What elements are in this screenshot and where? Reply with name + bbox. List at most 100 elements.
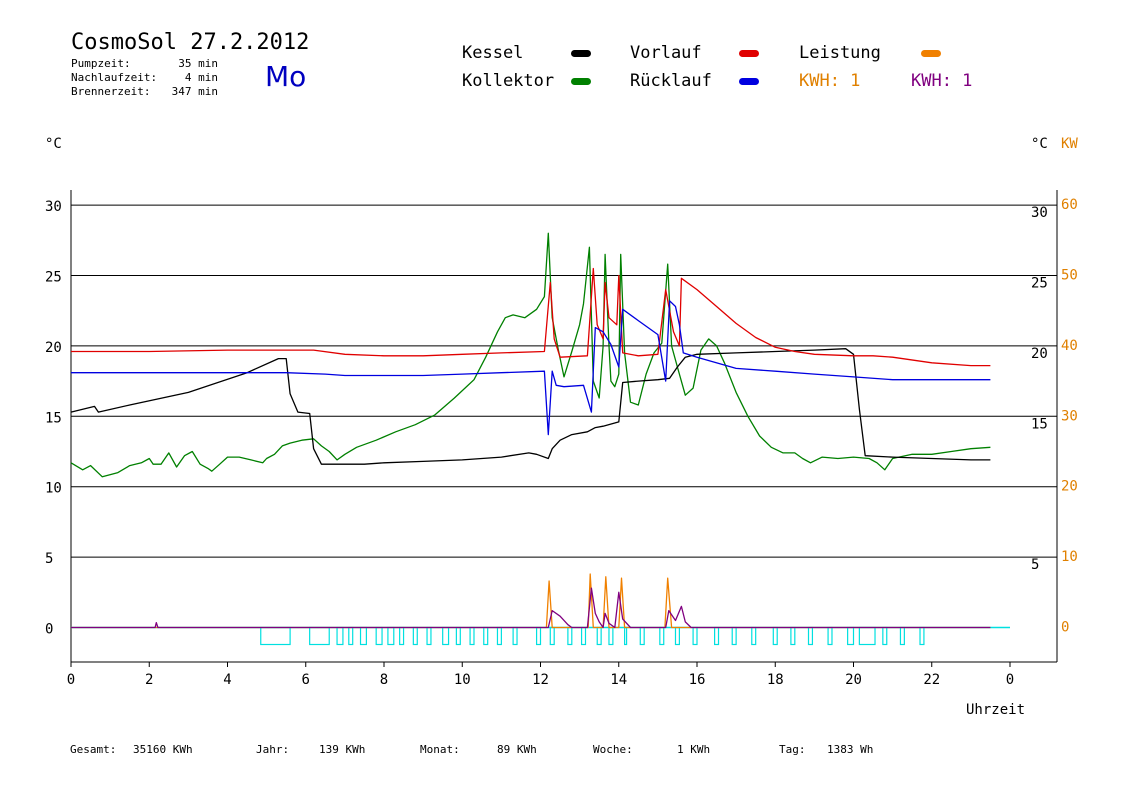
y-tick-label-left: 0 — [45, 622, 53, 638]
pump-block — [442, 626, 450, 646]
legend-swatch-vorlauf — [739, 50, 759, 57]
pump-block — [847, 626, 855, 646]
series-line-kessel — [70, 348, 991, 465]
pump-block — [580, 626, 587, 646]
footer-value: 139 KWh — [319, 743, 366, 756]
series-line-kollektor — [70, 232, 991, 478]
y-tick-label-left: 5 — [45, 551, 53, 567]
footer-value: 35160 KWh — [133, 743, 193, 756]
pump-block — [469, 626, 475, 646]
left-axis-unit: °C — [45, 136, 62, 152]
pump-block — [624, 626, 628, 646]
legend-swatch-kessel — [571, 50, 591, 57]
chart-title: CosmoSol 27.2.2012 — [71, 30, 310, 55]
pump-block — [714, 626, 720, 646]
y-tick-label-left: 10 — [45, 481, 62, 497]
stat-value: 347 min — [171, 85, 218, 98]
pump-block — [692, 626, 698, 646]
x-tick-label: 10 — [454, 672, 471, 688]
footer-label: Tag: — [779, 743, 806, 756]
legend-label-kollektor: Kollektor — [462, 71, 555, 91]
pump-block — [790, 626, 796, 646]
series-line-ruecklauf — [71, 300, 991, 436]
pump-block — [807, 626, 814, 646]
y-tick-label-right-celsius: 25 — [1031, 276, 1048, 292]
kwh-label-orange: KWH: 1 — [799, 71, 861, 91]
pump-block — [899, 626, 905, 646]
pump-block — [535, 626, 542, 646]
legend-swatch-ruecklauf — [739, 78, 759, 85]
y-tick-label-right-celsius: 20 — [1031, 346, 1048, 362]
footer-value: 1383 Wh — [827, 743, 874, 756]
y-tick-label-right-kw: 30 — [1061, 408, 1078, 424]
pump-block — [387, 626, 395, 646]
legend-label-kessel: Kessel — [462, 43, 524, 63]
pump-block — [882, 626, 888, 646]
y-tick-label-right-kw: 10 — [1061, 549, 1078, 565]
y-tick-label-right-kw: 40 — [1061, 338, 1078, 354]
stat-label: Pumpzeit: — [71, 57, 131, 70]
y-tick-label-left: 30 — [45, 199, 62, 215]
y-tick-label-right-kw: 0 — [1061, 620, 1069, 636]
y-tick-label-right-kw: 20 — [1061, 479, 1078, 495]
pump-block — [731, 626, 737, 646]
y-tick-label-right-celsius: 5 — [1031, 557, 1039, 573]
legend-swatch-leistung — [921, 50, 941, 57]
y-tick-label-left: 25 — [45, 270, 62, 286]
pump-block — [375, 626, 383, 646]
legend-label-vorlauf: Vorlauf — [630, 43, 702, 63]
x-tick-label: 6 — [302, 672, 310, 688]
pump-block — [858, 626, 876, 646]
footer-label: Woche: — [593, 743, 633, 756]
pump-block — [455, 626, 461, 646]
y-tick-label-left: 15 — [45, 410, 62, 426]
legend-swatch-kollektor — [571, 78, 591, 85]
pump-block — [483, 626, 489, 646]
right-axis-unit-kw: KW — [1061, 136, 1078, 152]
legend-label-leistung: Leistung — [799, 43, 881, 63]
legend-label-ruecklauf: Rücklauf — [630, 71, 712, 91]
x-tick-label: 0 — [67, 672, 75, 688]
pump-block — [567, 626, 573, 646]
x-tick-label: 8 — [380, 672, 388, 688]
pump-block — [596, 626, 602, 646]
pump-block — [260, 626, 291, 646]
series-line-vorlauf — [71, 267, 991, 367]
footer-label: Jahr: — [256, 743, 290, 756]
x-axis-label: Uhrzeit — [966, 702, 1026, 718]
stat-label: Nachlaufzeit: — [71, 71, 158, 84]
x-tick-label: 2 — [145, 672, 153, 688]
y-tick-label-right-celsius: 15 — [1031, 416, 1048, 432]
pump-block — [426, 626, 432, 646]
weekday-label: Mo — [265, 60, 307, 93]
footer-label: Monat: — [420, 743, 460, 756]
pump-block — [772, 626, 778, 646]
pump-block — [336, 626, 344, 646]
pump-block — [674, 626, 680, 646]
pump-block — [919, 626, 925, 646]
pump-block — [659, 626, 665, 646]
y-tick-label-right-celsius: 30 — [1031, 205, 1048, 221]
x-tick-label: 22 — [923, 672, 940, 688]
pump-block — [827, 626, 833, 646]
pump-block — [549, 626, 555, 646]
pump-block — [359, 626, 367, 646]
x-tick-label: 14 — [610, 672, 627, 688]
pump-block — [512, 626, 518, 646]
pump-block — [348, 626, 354, 646]
stat-label: Brennerzeit: — [71, 85, 151, 98]
footer-value: 1 KWh — [677, 743, 711, 756]
pump-block — [412, 626, 418, 646]
stat-value: 35 min — [178, 57, 218, 70]
right-axis-unit-celsius: °C — [1031, 136, 1048, 152]
series-line-kwh — [71, 587, 991, 629]
pump-block — [309, 626, 330, 646]
x-tick-label: 0 — [1006, 672, 1014, 688]
x-tick-label: 20 — [845, 672, 862, 688]
x-tick-label: 4 — [223, 672, 231, 688]
y-tick-label-right-kw: 50 — [1061, 268, 1078, 284]
y-tick-label-left: 20 — [45, 340, 62, 356]
pump-block — [639, 626, 645, 646]
pump-block — [608, 626, 614, 646]
